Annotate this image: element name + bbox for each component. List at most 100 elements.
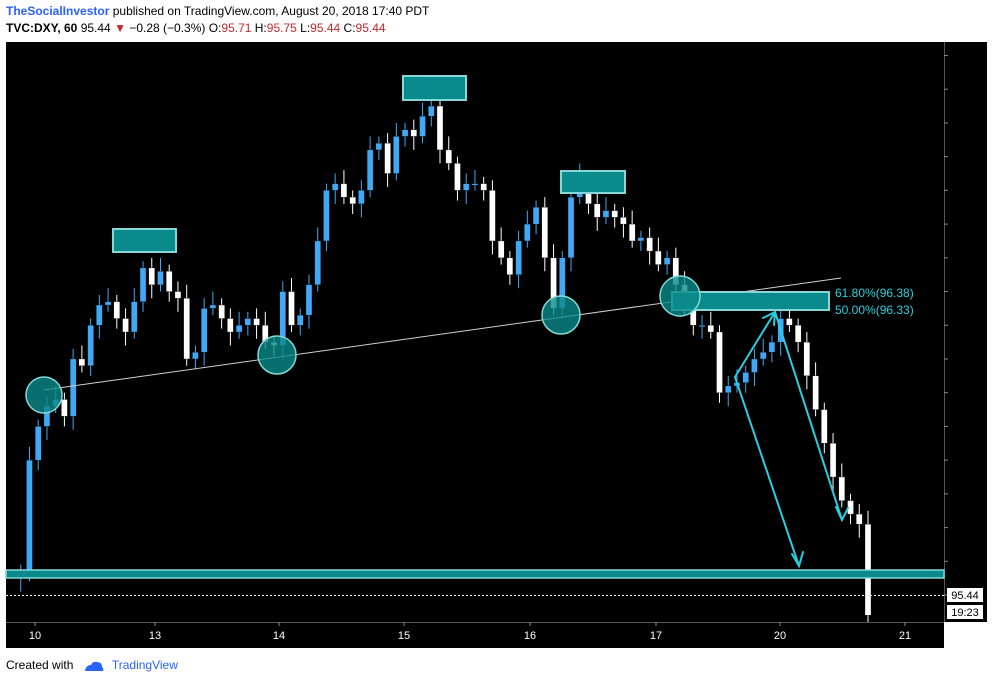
tradingview-logo-icon	[84, 661, 104, 671]
candle-body	[122, 318, 129, 333]
candle-body	[725, 385, 732, 393]
y-tick-label: 96.90	[953, 118, 981, 130]
candle-body	[201, 308, 208, 353]
candle-body	[209, 304, 217, 309]
candle-body	[436, 105, 444, 151]
high-value: 95.75	[266, 21, 297, 35]
touch-circle-1[interactable]	[25, 376, 63, 414]
chart-header: TheSocialInvestor published on TradingVi…	[6, 3, 986, 39]
candle-body	[358, 190, 365, 205]
candle-body	[515, 240, 522, 275]
touch-circle-3[interactable]	[541, 295, 581, 335]
candle-body	[104, 301, 112, 306]
ohlc-line: TVC:DXY, 60 95.44 ▼ −0.28 (−0.3%) O:95.7…	[6, 20, 386, 36]
touch-circle-2[interactable]	[257, 335, 297, 375]
candle-body	[794, 325, 802, 343]
footer: Created with TradingView	[6, 658, 178, 676]
y-tick-label: 95.90	[953, 455, 981, 467]
candle-body	[821, 409, 828, 444]
time-axis[interactable]: 10 13 14 15 16 17 20 21	[29, 622, 911, 642]
candle-body	[480, 183, 487, 191]
high-label: H:	[254, 21, 267, 35]
x-tick-label: 16	[524, 630, 536, 642]
candle-body	[637, 237, 645, 242]
candle-body	[760, 352, 767, 360]
projection-arrow-2[interactable]	[734, 376, 800, 567]
candle-body	[594, 203, 601, 218]
y-tick-label: 95.70	[953, 523, 981, 535]
candle-body	[227, 318, 234, 333]
candle-body	[166, 271, 173, 292]
candle-body	[139, 267, 147, 302]
y-tick-label: 95.60	[953, 556, 981, 568]
candle-body	[611, 210, 618, 218]
drawing-annotations: 61.80%(96.38) 50.00%(96.33)	[5, 75, 945, 579]
candle-body	[218, 304, 225, 319]
y-tick-label: 97.00	[953, 84, 981, 96]
candle-body	[401, 129, 409, 137]
candle-body	[192, 352, 199, 360]
candle-body	[131, 301, 138, 333]
candle-body	[157, 271, 164, 285]
candle-body	[253, 318, 260, 326]
candle-body	[305, 284, 313, 316]
last-price: 95.44	[80, 21, 111, 35]
created-with-label: Created with	[6, 658, 74, 672]
candle-body	[69, 358, 77, 417]
candle-body	[393, 136, 400, 174]
published-text: published on TradingView.com, August 20,…	[112, 4, 430, 18]
author-link[interactable]: TheSocialInvestor	[6, 4, 110, 18]
candle-body	[454, 163, 461, 191]
x-tick-label: 14	[273, 630, 285, 642]
candle-body	[567, 196, 575, 258]
candle-body	[366, 149, 374, 191]
x-tick-label: 15	[398, 630, 410, 642]
x-tick-label: 17	[650, 630, 662, 642]
candle-body	[87, 325, 94, 366]
y-tick-label: 96.10	[953, 388, 981, 400]
arrowhead-down-2	[791, 551, 804, 569]
candle-body	[620, 217, 627, 225]
candle-body	[829, 443, 837, 478]
open-value: 95.71	[221, 21, 252, 35]
candle-body	[786, 318, 793, 326]
resistance-zone-1[interactable]	[112, 228, 177, 253]
candle-body	[410, 129, 417, 137]
candle-body	[489, 190, 496, 242]
projection-arrows[interactable]	[734, 309, 849, 569]
time-axis-background	[6, 622, 944, 648]
candle-body	[663, 257, 671, 265]
candle-body	[174, 291, 182, 299]
candle-body	[768, 341, 776, 353]
resistance-zone-2[interactable]	[402, 75, 467, 101]
x-tick-label: 20	[774, 630, 786, 642]
fib-label-618: 61.80%(96.38)	[835, 286, 914, 300]
close-label: C:	[343, 21, 356, 35]
candle-body	[113, 301, 120, 319]
low-label: L:	[300, 21, 311, 35]
candle-body	[646, 237, 653, 252]
candle-body	[698, 325, 706, 327]
touch-circle-4[interactable]	[659, 275, 701, 317]
candle-body	[332, 183, 339, 191]
candle-body	[96, 304, 103, 326]
close-value: 95.44	[355, 21, 386, 35]
candle-body	[419, 116, 426, 137]
tradingview-link[interactable]: TradingView	[111, 658, 178, 672]
arrowhead-down-1	[835, 506, 849, 523]
fib-label-500: 50.00%(96.33)	[835, 303, 914, 317]
y-tick-label: 96.80	[953, 152, 981, 164]
resistance-zone-3[interactable]	[560, 170, 626, 194]
candle-body	[183, 298, 190, 360]
y-tick-label: 97.10	[953, 50, 981, 62]
candle-body	[524, 223, 531, 242]
candle-body	[148, 267, 155, 285]
support-zone[interactable]	[5, 569, 945, 579]
y-tick-label: 96.60	[953, 219, 981, 231]
candle-body	[602, 210, 610, 218]
open-label: O:	[208, 21, 222, 35]
x-tick-label: 21	[899, 630, 911, 642]
candle-body	[78, 358, 86, 366]
symbol-label: TVC:DXY, 60	[6, 21, 78, 35]
